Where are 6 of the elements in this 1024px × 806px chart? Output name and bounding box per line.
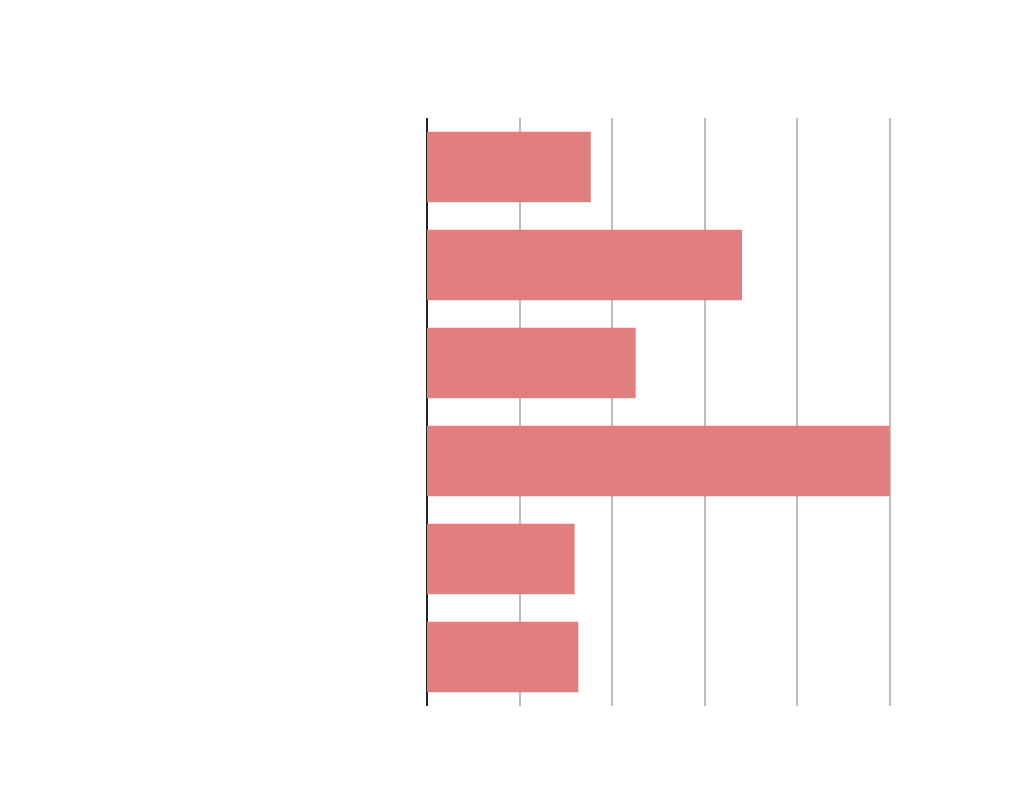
bar	[427, 229, 743, 301]
bar	[427, 425, 890, 497]
bar	[427, 327, 636, 399]
bar	[427, 131, 591, 203]
bar	[427, 621, 579, 693]
bar	[427, 523, 575, 595]
